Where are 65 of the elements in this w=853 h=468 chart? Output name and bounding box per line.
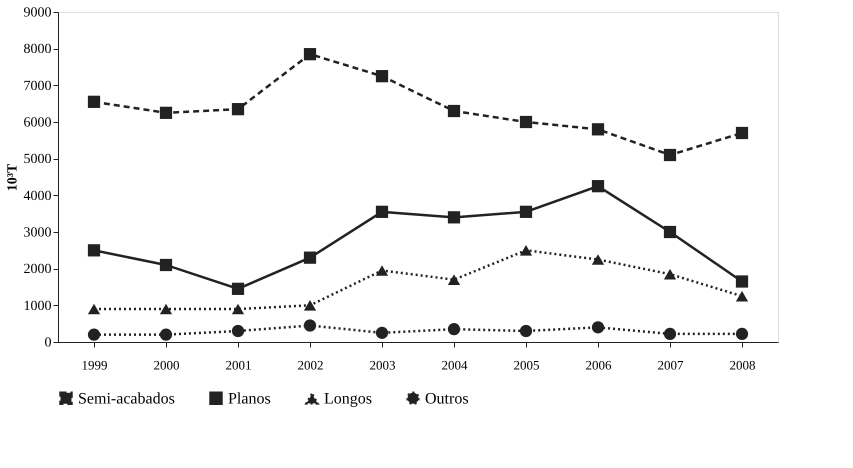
point (160, 304, 172, 314)
y-tick-label: 3000 (24, 226, 52, 240)
point (448, 211, 460, 224)
x-tick-label: 2000 (154, 358, 180, 372)
point (736, 328, 748, 340)
point (664, 328, 676, 340)
y-tick-label: 7000 (24, 78, 52, 94)
point (520, 245, 532, 256)
point (520, 206, 532, 218)
legend-label: Outros (425, 390, 469, 408)
y-tick-label: 2000 (24, 262, 52, 278)
x-tick-label: 2004 (442, 358, 468, 372)
y-tick-label: 9000 (24, 6, 52, 20)
point (520, 116, 532, 128)
point (376, 70, 388, 82)
legend-label: Semi-acabados (78, 390, 175, 408)
point (376, 265, 388, 276)
point (304, 252, 316, 264)
point (664, 148, 676, 162)
y-tick-label: 6000 (24, 116, 52, 130)
point (304, 319, 316, 332)
y-tick-label: 5000 (24, 152, 52, 168)
point (448, 323, 460, 336)
point (376, 206, 388, 218)
point (592, 123, 604, 136)
x-tick-label: 2007 (658, 358, 684, 372)
point (160, 328, 172, 341)
point (736, 126, 748, 140)
point (520, 324, 532, 338)
point (232, 103, 244, 116)
x-tick-label: 2003 (370, 358, 396, 372)
x-tick-label: 2006 (586, 358, 612, 372)
point (592, 321, 604, 334)
point (736, 275, 748, 288)
point (736, 290, 748, 302)
x-tick-label: 1999 (82, 358, 108, 372)
y-tick-label: 1000 (24, 298, 52, 314)
y-axis-title: 10³T (6, 163, 20, 192)
point (592, 254, 604, 265)
legend-label: Longos (324, 390, 372, 408)
y-tick-label: 4000 (24, 188, 52, 204)
point (232, 304, 244, 314)
point (160, 258, 172, 272)
point (88, 244, 100, 256)
point (592, 180, 604, 192)
point (88, 96, 100, 108)
point (304, 300, 316, 311)
x-tick-label: 2008 (730, 358, 756, 372)
point (304, 48, 316, 60)
y-tick-label: 8000 (24, 42, 52, 58)
point (448, 104, 460, 118)
point (232, 324, 244, 338)
y-tick-label: 0 (44, 336, 52, 350)
point (664, 268, 676, 280)
point (232, 282, 244, 295)
x-tick-label: 2002 (298, 358, 324, 372)
point (664, 226, 676, 238)
point (88, 304, 100, 314)
point (448, 274, 460, 285)
legend-label: Planos (228, 390, 271, 408)
point (88, 328, 100, 341)
x-tick-label: 2001 (226, 358, 252, 372)
x-tick-label: 2005 (514, 358, 540, 372)
point (376, 326, 388, 339)
point (160, 106, 172, 119)
